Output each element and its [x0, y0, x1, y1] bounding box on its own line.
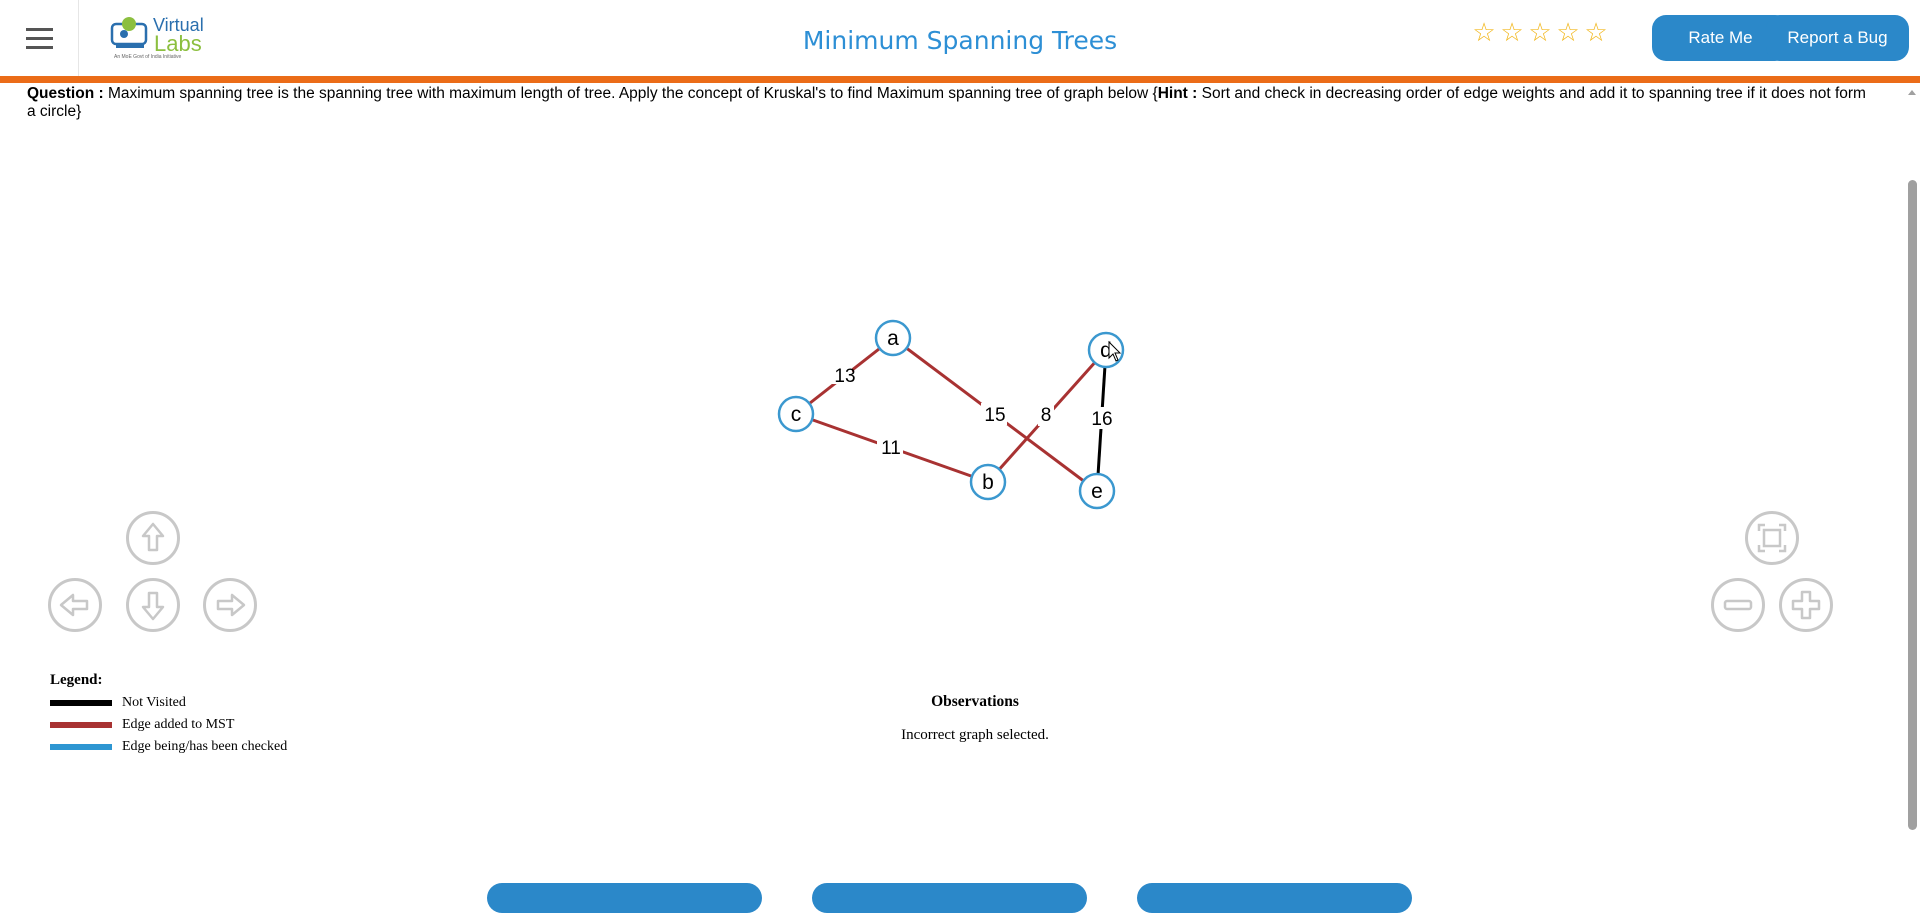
legend: Legend: Not Visited Edge added to MST Ed…	[50, 672, 287, 758]
bottom-action-button-1[interactable]	[487, 883, 762, 913]
hint-body: Sort and check in decreasing order of ed…	[27, 85, 1866, 120]
scroll-up-arrow-icon[interactable]	[1904, 86, 1920, 98]
legend-swatch-not-visited	[50, 700, 112, 706]
rate-me-button[interactable]: Rate Me	[1652, 15, 1789, 61]
fit-screen-button[interactable]	[1745, 511, 1799, 565]
right-arrow-icon	[216, 593, 246, 617]
node-a[interactable]: a	[874, 319, 912, 357]
logo-word-labs: Labs	[154, 31, 202, 56]
header-divider	[0, 76, 1920, 83]
hint-label: Hint :	[1157, 85, 1198, 102]
legend-item: Not Visited	[50, 692, 287, 714]
mouse-cursor-icon	[1108, 340, 1122, 362]
edge-weight-b-d: 8	[1041, 405, 1052, 426]
question-text: Question : Maximum spanning tree is the …	[27, 85, 1877, 121]
node-label: e	[1091, 480, 1103, 503]
zoom-out-icon	[1723, 599, 1753, 611]
legend-title: Legend:	[50, 672, 103, 688]
star-icon[interactable]: ☆	[1584, 17, 1608, 47]
flask-logo-icon	[110, 17, 148, 48]
star-icon[interactable]: ☆	[1556, 17, 1580, 47]
report-bug-button[interactable]: Report a Bug	[1766, 15, 1909, 61]
star-icon[interactable]: ☆	[1528, 17, 1552, 47]
legend-swatch-checked	[50, 744, 112, 750]
edge-weight-d-e: 16	[1091, 409, 1112, 430]
rating-stars[interactable]: ☆ ☆ ☆ ☆ ☆	[1472, 18, 1608, 46]
scrollbar-thumb[interactable]	[1908, 180, 1917, 830]
node-label: b	[982, 471, 994, 494]
legend-item: Edge being/has been checked	[50, 736, 287, 758]
legend-label: Edge added to MST	[122, 717, 235, 732]
node-label: c	[791, 403, 802, 426]
logo-tagline: An MoE Govt of India Initiative	[114, 54, 182, 60]
node-label: d	[1100, 339, 1112, 362]
observations-text: Incorrect graph selected.	[901, 727, 1049, 743]
node-e[interactable]: e	[1078, 472, 1116, 510]
observations-title: Observations	[931, 693, 1019, 710]
star-icon[interactable]: ☆	[1500, 17, 1524, 47]
virtual-labs-logo[interactable]: Virtual Labs An MoE Govt of India Initia…	[110, 12, 204, 64]
edge-label-bg	[981, 403, 1007, 425]
header: Virtual Labs An MoE Govt of India Initia…	[0, 0, 1920, 76]
node-b[interactable]: b	[969, 463, 1007, 501]
legend-label: Not Visited	[122, 695, 186, 710]
node-d[interactable]: d	[1087, 331, 1125, 369]
node-label: a	[887, 327, 899, 350]
logo-word-virtual: Virtual	[153, 15, 204, 35]
pan-up-button[interactable]	[126, 511, 180, 565]
edge-weight-c-b: 11	[881, 438, 901, 459]
left-arrow-icon	[59, 593, 89, 617]
hamburger-menu-button[interactable]	[0, 0, 79, 76]
legend-item: Edge added to MST	[50, 714, 287, 736]
edge-label-bg	[877, 437, 903, 459]
zoom-out-button[interactable]	[1711, 578, 1765, 632]
bottom-action-button-2[interactable]	[812, 883, 1087, 913]
legend-swatch-mst	[50, 722, 112, 728]
pan-right-button[interactable]	[203, 578, 257, 632]
fit-screen-icon	[1757, 523, 1787, 553]
zoom-in-button[interactable]	[1779, 578, 1833, 632]
edge-label-bg	[1038, 404, 1054, 426]
edge-weight-a-c: 13	[834, 366, 855, 387]
pan-down-button[interactable]	[126, 578, 180, 632]
edge-weight-a-e: 15	[984, 405, 1005, 426]
question-label: Question :	[27, 85, 104, 102]
edge-label-bg	[1088, 407, 1114, 429]
star-icon[interactable]: ☆	[1472, 17, 1496, 47]
menu-icon	[25, 27, 53, 49]
down-arrow-icon	[141, 591, 165, 621]
up-arrow-icon	[141, 522, 165, 552]
graph-canvas[interactable]: 13 15 11 8 16 a c b d e	[0, 0, 1920, 892]
question-body: Maximum spanning tree is the spanning tr…	[103, 85, 1158, 102]
legend-label: Edge being/has been checked	[122, 739, 288, 754]
zoom-in-icon	[1791, 590, 1821, 620]
node-c[interactable]: c	[777, 395, 815, 433]
pan-left-button[interactable]	[48, 578, 102, 632]
bottom-action-button-3[interactable]	[1137, 883, 1412, 913]
page-title: Minimum Spanning Trees	[802, 26, 1118, 55]
edge-label-bg	[826, 362, 852, 384]
